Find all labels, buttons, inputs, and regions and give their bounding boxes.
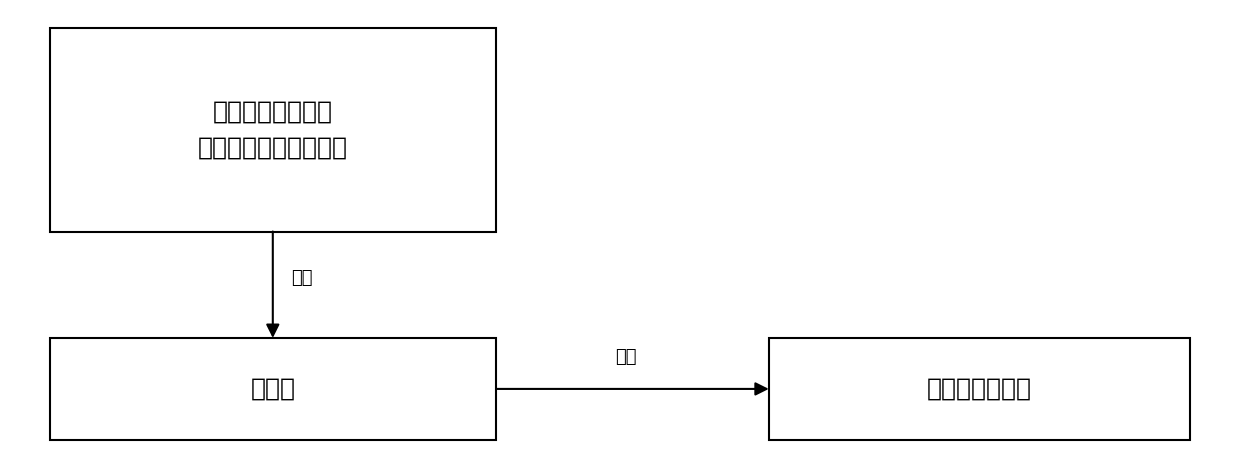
Text: 蓄电池加温底座: 蓄电池加温底座 <box>928 377 1032 401</box>
Bar <box>769 338 1190 440</box>
Bar <box>50 338 496 440</box>
Bar <box>50 28 496 232</box>
Text: 采集: 采集 <box>291 269 312 287</box>
Text: 驱动: 驱动 <box>615 348 637 366</box>
Text: 环境温度传感器、
感温塞、电压信号输入: 环境温度传感器、 感温塞、电压信号输入 <box>198 100 347 159</box>
Text: 控制器: 控制器 <box>250 377 295 401</box>
